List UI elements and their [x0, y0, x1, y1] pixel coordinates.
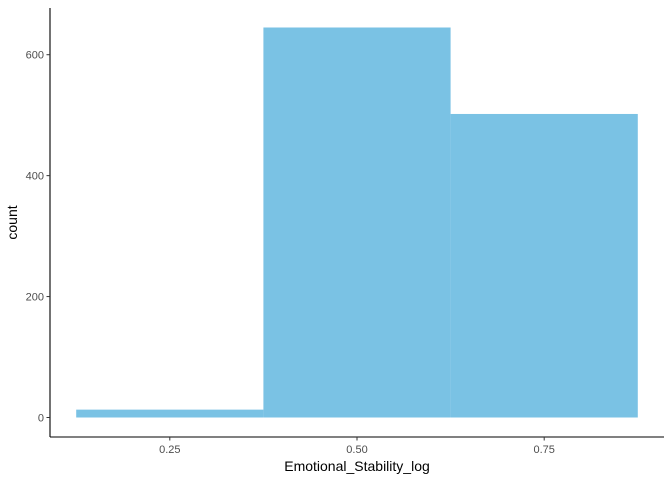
y-tick-label: 0: [38, 413, 44, 425]
y-tick-label: 600: [26, 50, 44, 62]
x-ticks-group: 0.25 0.50 0.75: [159, 437, 555, 456]
y-tick-label: 400: [26, 171, 44, 183]
x-tick-label: 0.75: [533, 444, 554, 456]
histogram-bar-1: [263, 27, 451, 418]
y-axis-title: count: [4, 205, 20, 239]
y-ticks-group: 0 200 400 600: [26, 50, 50, 425]
y-tick-label: 200: [26, 292, 44, 304]
histogram-bar-0: [76, 409, 264, 418]
x-axis-title: Emotional_Stability_log: [284, 458, 430, 474]
x-tick-label: 0.50: [346, 444, 367, 456]
histogram-bar-2: [450, 113, 638, 418]
bars-group: [76, 27, 638, 418]
x-tick-label: 0.25: [159, 444, 180, 456]
